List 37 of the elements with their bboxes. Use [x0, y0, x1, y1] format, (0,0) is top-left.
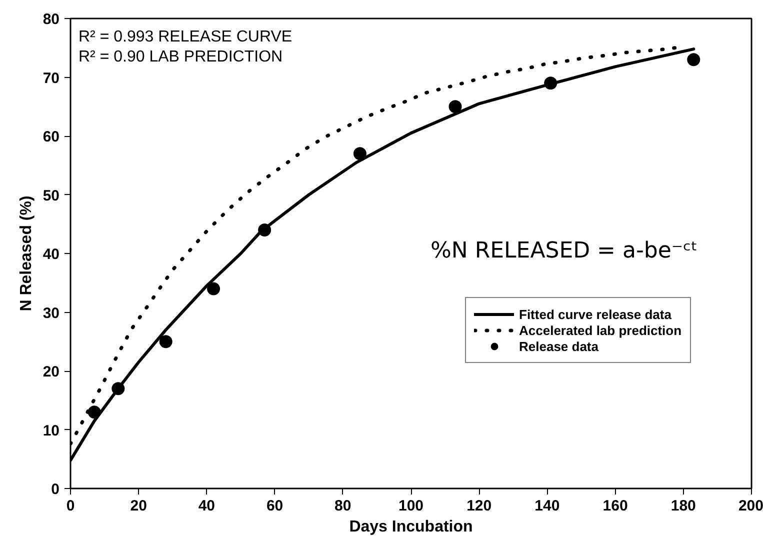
legend-label: Release data — [519, 338, 598, 354]
y-tick-label: 60 — [42, 128, 60, 146]
x-tick-label: 100 — [398, 498, 424, 514]
x-tick-label: 80 — [334, 498, 352, 514]
point — [687, 53, 700, 66]
legend-label: Fitted curve release data — [519, 306, 672, 322]
y-tick-label: 40 — [42, 246, 60, 263]
point — [544, 76, 558, 90]
y-tick-label: 80 — [42, 11, 60, 28]
point — [353, 147, 366, 160]
x-tick-label: 200 — [738, 498, 763, 514]
point — [207, 282, 220, 296]
annotation: %N RELEASED = a-be⁻ᶜᵗ — [430, 238, 698, 264]
x-tick-label: 120 — [466, 498, 492, 514]
point — [159, 335, 172, 348]
y-axis-title: N Released (%) — [18, 196, 35, 312]
x-tick-label: 0 — [66, 498, 75, 514]
y-tick-label: 20 — [42, 364, 60, 380]
point — [88, 406, 101, 419]
x-axis-title: Days Incubation — [349, 518, 473, 536]
y-tick-label: 30 — [42, 304, 60, 322]
point — [258, 224, 272, 236]
legend-label: Accelerated lab prediction — [519, 322, 682, 338]
x-tick-label: 40 — [198, 498, 216, 514]
annotation: R² = 0.993 RELEASE CURVE — [78, 28, 292, 46]
annotation: R² = 0.90 LAB PREDICTION — [78, 48, 283, 66]
point — [112, 382, 125, 396]
y-tick-label: 0 — [51, 481, 60, 498]
x-tick-label: 20 — [130, 498, 147, 514]
x-tick-label: 60 — [266, 498, 284, 514]
y-tick-label: 70 — [42, 70, 60, 87]
point — [448, 100, 462, 114]
x-tick-label: 140 — [534, 498, 560, 514]
x-tick-label: 160 — [602, 498, 628, 514]
y-tick-label: 10 — [42, 422, 60, 440]
x-tick-label: 180 — [670, 498, 696, 514]
y-tick-label: 50 — [42, 187, 60, 204]
